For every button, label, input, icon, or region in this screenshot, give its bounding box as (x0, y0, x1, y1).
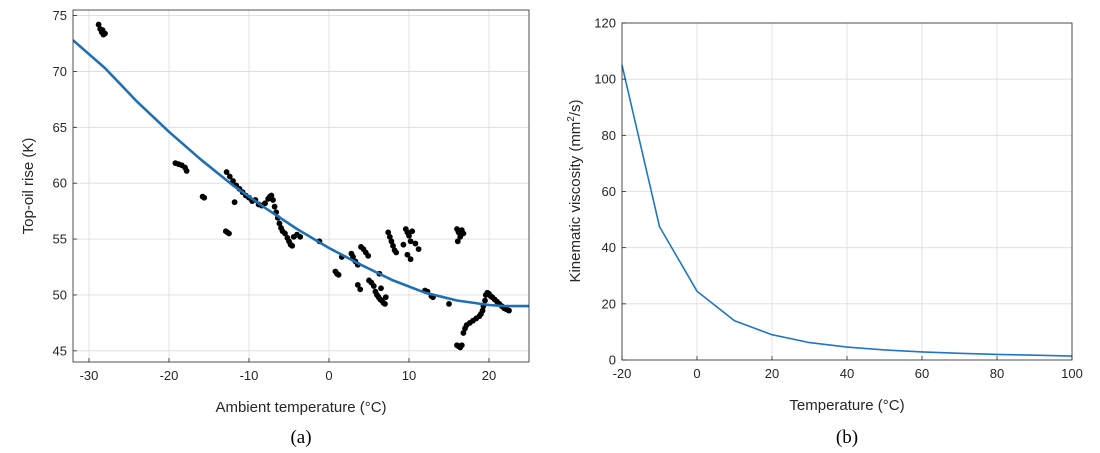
viscosity-line (621, 64, 1073, 357)
x-tick-label: 80 (990, 366, 1004, 381)
y-tick-label: 100 (594, 72, 616, 87)
data-point (409, 228, 416, 235)
data-point (230, 178, 236, 184)
data-point (378, 285, 384, 292)
y-tick-label: 55 (53, 232, 67, 247)
panel-a-ticks: -30 -20 -10 0 10 20 45 50 55 60 65 70 75 (53, 8, 497, 383)
data-point (357, 286, 364, 293)
data-point (506, 307, 512, 314)
data-point (400, 241, 407, 248)
panel-a-axes-box (72, 9, 530, 363)
y-tick-label: 75 (53, 8, 67, 23)
panel-b-xlabel: Temperature (°C) (789, 397, 904, 414)
panel-b-ylabel-main: Kinematic viscosity (mm (567, 122, 584, 283)
panel-b-ylabel: Kinematic viscosity (mm2/s) (566, 99, 584, 282)
data-point (407, 238, 414, 245)
data-point (386, 233, 393, 240)
panel-b-caption: (b) (836, 427, 858, 448)
data-point (231, 199, 238, 206)
data-point (482, 297, 488, 304)
panel-a-chart: -30 -20 -10 0 10 20 45 50 55 60 65 70 75 Ambient tem… (20, 8, 530, 448)
panel-b-ylabel-sup: 2 (566, 116, 577, 122)
y-tick-label: 80 (602, 128, 616, 143)
data-point (382, 294, 389, 301)
x-tick-label: 0 (693, 366, 700, 381)
data-point (282, 230, 288, 237)
data-point (458, 342, 465, 349)
data-point (270, 197, 276, 203)
panel-a-grid (73, 10, 529, 362)
y-tick-label: 60 (602, 184, 616, 199)
fit-curve (73, 39, 529, 308)
x-tick-label: 60 (915, 366, 929, 381)
data-point (226, 230, 232, 237)
y-tick-label: 70 (53, 64, 67, 79)
data-point (454, 238, 461, 245)
data-point (382, 300, 388, 307)
data-point (446, 300, 452, 307)
data-point (271, 203, 278, 210)
panel-a-clip-group (73, 21, 529, 351)
data-point (460, 330, 467, 336)
y-tick-label: 120 (594, 16, 616, 31)
x-tick-label: 40 (840, 366, 854, 381)
x-tick-label: -10 (240, 368, 259, 383)
panel-b-ylabel-tail: /s) (567, 99, 584, 116)
x-tick-label: 20 (765, 366, 779, 381)
data-point (226, 173, 233, 180)
data-point (404, 251, 411, 258)
data-point (415, 246, 422, 253)
panel-a-caption: (a) (290, 427, 311, 448)
data-point (262, 200, 268, 207)
data-point (388, 238, 395, 245)
data-point (276, 220, 283, 227)
x-tick-label: -30 (80, 368, 99, 383)
x-tick-label: 10 (402, 368, 416, 383)
data-point (201, 194, 208, 201)
x-tick-label: 0 (325, 368, 332, 383)
data-point (406, 232, 412, 239)
data-point (183, 168, 190, 174)
x-tick-label: -20 (613, 366, 632, 381)
data-point (99, 27, 106, 34)
data-point (354, 281, 361, 288)
panel-b-series (621, 64, 1073, 357)
y-tick-label: 60 (53, 176, 67, 191)
data-point (223, 169, 230, 175)
panel-a-plot-area (73, 10, 529, 362)
y-tick-label: 20 (602, 296, 616, 311)
y-tick-label: 50 (53, 287, 67, 302)
data-point (460, 230, 467, 237)
data-point (385, 229, 392, 236)
y-tick-label: 40 (602, 240, 616, 255)
y-tick-label: 0 (609, 353, 616, 368)
x-tick-label: -20 (160, 368, 179, 383)
data-point (289, 242, 296, 249)
data-point (297, 233, 304, 240)
data-point (268, 192, 275, 199)
data-point (335, 271, 342, 278)
panel-a-ylabel: Top-oil rise (K) (20, 138, 37, 235)
data-point (365, 252, 372, 259)
data-point (412, 240, 419, 247)
data-point (95, 21, 102, 28)
panel-a-xlabel: Ambient temperature (°C) (215, 399, 386, 416)
data-point (393, 249, 400, 256)
x-tick-label: 20 (482, 368, 496, 383)
x-tick-label: 100 (1061, 366, 1083, 381)
data-point (407, 256, 414, 263)
y-tick-label: 65 (53, 120, 67, 135)
data-point (390, 242, 396, 249)
panel-a-series (73, 21, 529, 351)
data-point (370, 283, 377, 289)
y-tick-label: 45 (53, 343, 67, 358)
data-point (479, 307, 486, 314)
